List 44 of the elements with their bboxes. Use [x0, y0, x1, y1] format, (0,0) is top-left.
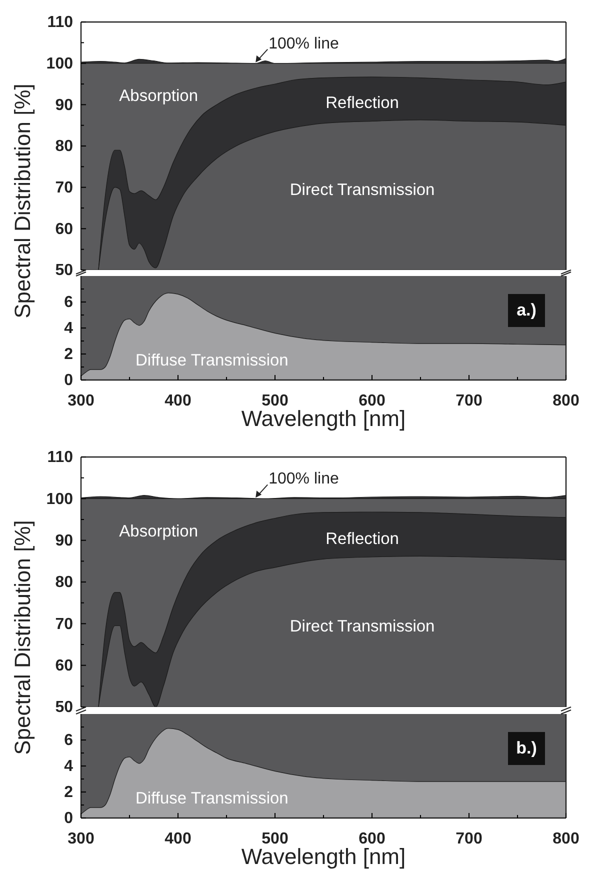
y-tick-label: 6 [64, 294, 74, 312]
y-tick-label: 70 [55, 179, 74, 196]
x-tick-label: 700 [456, 392, 482, 410]
x-tick-label: 800 [552, 830, 580, 848]
y-tick-label: 110 [47, 449, 74, 466]
series-label: Reflection [326, 94, 399, 112]
y-tick-label: 90 [55, 96, 74, 114]
y-tick-label: 100 [46, 55, 74, 72]
annotation: 100% line [268, 35, 339, 52]
x-tick-label: 300 [68, 392, 94, 410]
y-tick-label: 60 [55, 657, 74, 674]
series-label: Diffuse Transmission [136, 790, 288, 808]
series-label: Absorption [119, 86, 198, 105]
y-tick-label: 80 [55, 138, 74, 156]
y-tick-label: 100 [46, 490, 74, 508]
annotation: b.) [516, 738, 537, 758]
annotation: a.) [516, 300, 536, 320]
annotation: 100% line [268, 470, 339, 488]
y-tick-label: 0 [64, 372, 74, 390]
x-tick-label: 700 [456, 830, 482, 848]
y-tick-label: 110 [47, 14, 74, 32]
x-tick-label: 400 [164, 830, 192, 848]
y-tick-label: 50 [55, 262, 74, 280]
x-tick-label: 400 [164, 392, 192, 410]
y-tick-label: 2 [64, 784, 74, 802]
x-tick-label: 800 [552, 392, 580, 410]
series-label: Reflection [326, 530, 399, 548]
series-label: Absorption [119, 522, 198, 540]
y-tick-label: 80 [55, 574, 74, 592]
y-tick-label: 4 [64, 758, 74, 776]
y-tick-label: 2 [64, 346, 74, 364]
y-tick-label: 90 [55, 532, 74, 550]
y-axis-title: Spectral Distribution [%] [10, 520, 35, 755]
series-label: Direct Transmission [290, 617, 435, 636]
y-tick-label: 4 [64, 320, 74, 338]
y-tick-label: 60 [55, 220, 74, 238]
series-label: Diffuse Transmission [136, 352, 288, 370]
x-tick-label: 300 [68, 830, 94, 848]
y-tick-label: 70 [55, 616, 74, 633]
y-tick-label: 50 [55, 699, 74, 716]
y-axis-title: Spectral Distribution [%] [10, 84, 35, 318]
series-label: Direct Transmission [290, 181, 435, 199]
y-tick-label: 0 [64, 810, 74, 828]
y-tick-label: 6 [64, 732, 74, 750]
